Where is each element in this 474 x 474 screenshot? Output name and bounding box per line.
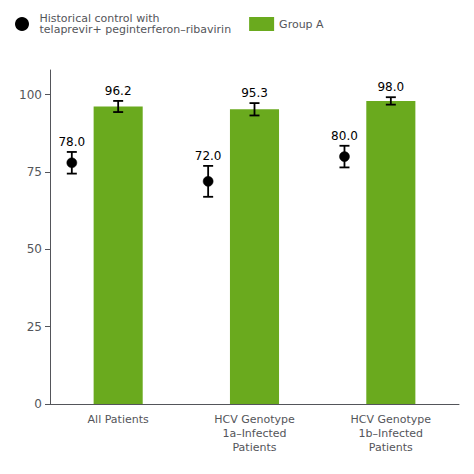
svg-text:50: 50 [27, 242, 42, 256]
svg-text:Patients: Patients [232, 441, 276, 454]
svg-text:HCV Genotype: HCV Genotype [214, 413, 295, 426]
svg-text:98.0: 98.0 [377, 80, 404, 94]
svg-text:95.3: 95.3 [241, 86, 268, 100]
svg-text:0: 0 [34, 397, 42, 411]
svg-text:1a–Infected: 1a–Infected [222, 427, 286, 440]
svg-text:Group A: Group A [279, 18, 324, 31]
svg-text:HCV Genotype: HCV Genotype [351, 413, 432, 426]
svg-text:Patients: Patients [369, 441, 413, 454]
svg-text:telaprevir+ peginterferon–riba: telaprevir+ peginterferon–ribavirin [40, 23, 232, 36]
svg-text:96.2: 96.2 [105, 84, 132, 98]
svg-text:75: 75 [27, 165, 42, 179]
svg-text:78.0: 78.0 [58, 135, 85, 149]
svg-text:All Patients: All Patients [88, 413, 149, 426]
svg-text:1b–Infected: 1b–Infected [359, 427, 423, 440]
svg-text:80.0: 80.0 [331, 129, 358, 143]
svg-text:Historical control with: Historical control with [39, 12, 160, 25]
svg-text:72.0: 72.0 [195, 149, 222, 163]
svg-text:25: 25 [27, 320, 42, 334]
svg-text:100: 100 [19, 88, 42, 102]
